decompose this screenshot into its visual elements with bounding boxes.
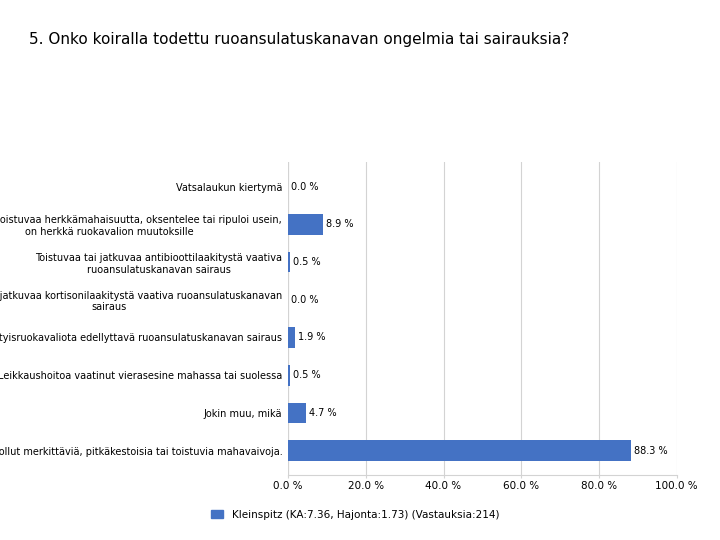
Text: 0.5 %: 0.5 % <box>293 257 320 267</box>
Text: 0.0 %: 0.0 % <box>291 295 319 305</box>
Text: 4.7 %: 4.7 % <box>310 408 337 418</box>
Text: 0.5 %: 0.5 % <box>293 370 320 380</box>
Bar <box>288 365 290 386</box>
Text: 1.9 %: 1.9 % <box>299 333 326 342</box>
Bar <box>288 327 295 348</box>
Text: 88.3 %: 88.3 % <box>634 446 668 456</box>
Text: 8.9 %: 8.9 % <box>325 219 354 230</box>
Bar <box>288 440 631 461</box>
Bar <box>288 214 323 235</box>
Bar <box>288 252 290 272</box>
Bar <box>288 402 306 423</box>
Text: 0.0 %: 0.0 % <box>291 181 319 192</box>
Text: 5. Onko koiralla todettu ruoansulatuskanavan ongelmia tai sairauksia?: 5. Onko koiralla todettu ruoansulatuskan… <box>29 32 569 48</box>
Legend: Kleinspitz (KA:7.36, Hajonta:1.73) (Vastauksia:214): Kleinspitz (KA:7.36, Hajonta:1.73) (Vast… <box>207 505 503 524</box>
